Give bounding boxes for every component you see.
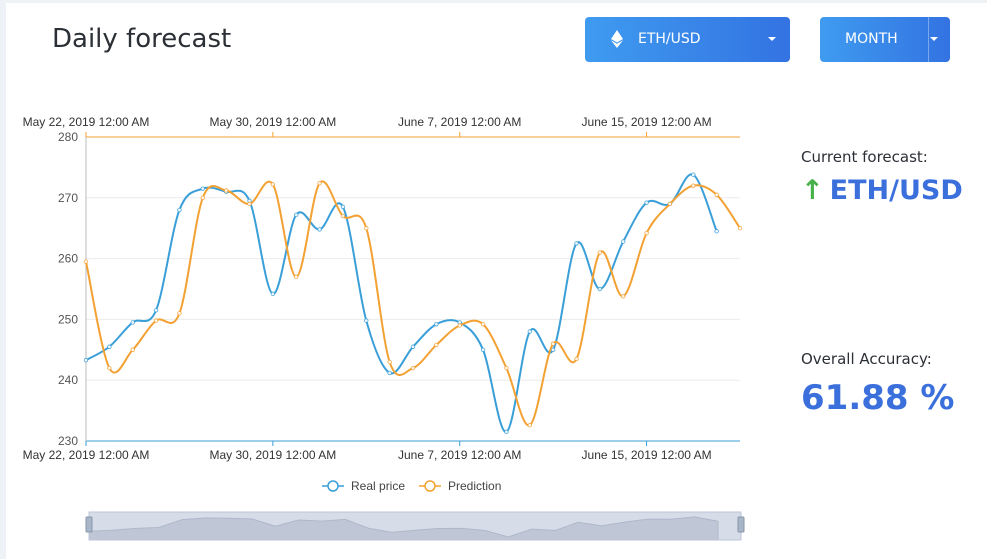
series-line-prediction xyxy=(85,180,741,427)
current-forecast-value: ↑ ETH/USD xyxy=(801,175,963,206)
data-point[interactable] xyxy=(107,365,112,371)
ethereum-icon xyxy=(611,30,623,48)
data-point[interactable] xyxy=(434,342,439,348)
data-point[interactable] xyxy=(504,429,509,435)
pair-dropdown[interactable]: ETH/USD xyxy=(585,17,790,62)
data-point[interactable] xyxy=(410,365,416,371)
series-line-real-price xyxy=(85,173,718,433)
data-point[interactable] xyxy=(317,181,322,186)
y-tick-label: 260 xyxy=(58,252,78,266)
dropdown-divider xyxy=(928,17,929,62)
chevron-down-icon[interactable] xyxy=(930,37,938,41)
data-point[interactable] xyxy=(737,225,743,231)
zoom-slider-handle[interactable] xyxy=(737,516,745,533)
data-point[interactable] xyxy=(177,207,182,213)
data-point[interactable] xyxy=(317,227,322,232)
legend-marker-icon xyxy=(424,480,436,492)
current-forecast-pair: ETH/USD xyxy=(829,175,963,206)
y-tick-label: 240 xyxy=(58,373,78,387)
x-tick-label-bottom: June 7, 2019 12:00 AM xyxy=(398,448,521,462)
y-tick-label: 250 xyxy=(58,312,78,326)
data-point[interactable] xyxy=(410,344,416,349)
data-point[interactable] xyxy=(714,229,719,234)
legend-marker-icon xyxy=(327,480,339,492)
data-point[interactable] xyxy=(667,201,673,207)
data-point[interactable] xyxy=(83,357,89,363)
x-tick-label-top: May 22, 2019 12:00 AM xyxy=(23,115,150,129)
x-tick-label-top: June 15, 2019 12:00 AM xyxy=(582,115,712,129)
data-point[interactable] xyxy=(223,188,229,193)
x-tick-label-top: May 30, 2019 12:00 AM xyxy=(209,115,336,129)
data-point[interactable] xyxy=(597,250,603,255)
data-point[interactable] xyxy=(200,186,205,191)
overall-accuracy-value: 61.88 % xyxy=(801,378,955,418)
data-point[interactable] xyxy=(340,213,346,219)
data-point[interactable] xyxy=(130,320,135,325)
arrow-up-icon: ↑ xyxy=(801,175,824,206)
data-point[interactable] xyxy=(387,359,392,365)
data-point[interactable] xyxy=(177,311,182,316)
x-tick-label-top: June 7, 2019 12:00 AM xyxy=(398,115,521,129)
data-point[interactable] xyxy=(691,172,696,177)
forecast-card xyxy=(6,3,987,559)
zoom-slider-window[interactable] xyxy=(88,511,742,541)
data-point[interactable] xyxy=(480,347,486,352)
data-point[interactable] xyxy=(270,182,276,187)
data-point[interactable] xyxy=(200,195,205,200)
x-tick-label-bottom: May 22, 2019 12:00 AM xyxy=(23,448,150,462)
x-tick-label-bottom: June 15, 2019 12:00 AM xyxy=(582,448,712,462)
data-point[interactable] xyxy=(387,370,392,376)
data-point[interactable] xyxy=(527,422,532,428)
x-tick-label-bottom: May 30, 2019 12:00 AM xyxy=(209,448,336,462)
data-point[interactable] xyxy=(364,318,369,323)
data-point[interactable] xyxy=(434,322,439,327)
data-point[interactable] xyxy=(270,291,276,297)
data-point[interactable] xyxy=(340,204,346,210)
data-point[interactable] xyxy=(153,308,159,313)
data-point[interactable] xyxy=(107,344,112,349)
range-dropdown-label: MONTH xyxy=(845,31,898,47)
y-tick-label: 270 xyxy=(58,191,78,205)
data-point[interactable] xyxy=(130,347,135,352)
pair-dropdown-label: ETH/USD xyxy=(638,31,701,47)
chevron-down-icon[interactable] xyxy=(768,37,776,41)
data-point[interactable] xyxy=(294,274,299,280)
data-point[interactable] xyxy=(480,322,486,327)
data-point[interactable] xyxy=(83,259,89,264)
overall-accuracy-label: Overall Accuracy: xyxy=(801,350,932,368)
page-title: Daily forecast xyxy=(52,24,232,54)
data-point[interactable] xyxy=(574,241,579,246)
data-point[interactable] xyxy=(364,225,369,231)
y-tick-label: 230 xyxy=(58,434,78,448)
data-point[interactable] xyxy=(597,286,603,292)
zoom-slider-handle[interactable] xyxy=(85,516,93,533)
data-point[interactable] xyxy=(621,239,626,244)
data-point[interactable] xyxy=(550,341,556,346)
data-point[interactable] xyxy=(644,230,649,236)
data-point[interactable] xyxy=(457,323,462,328)
data-point[interactable] xyxy=(691,183,696,188)
current-forecast-label: Current forecast: xyxy=(801,148,928,166)
data-point[interactable] xyxy=(621,294,626,299)
data-point[interactable] xyxy=(644,200,649,205)
data-point[interactable] xyxy=(574,356,579,362)
data-point[interactable] xyxy=(504,365,509,371)
data-point[interactable] xyxy=(247,201,252,207)
range-dropdown[interactable]: MONTH xyxy=(820,17,950,62)
data-point[interactable] xyxy=(294,212,299,218)
legend-label[interactable]: Real price xyxy=(351,479,405,493)
legend-label[interactable]: Prediction xyxy=(448,479,501,493)
zoom-slider-preview xyxy=(88,516,719,541)
data-point[interactable] xyxy=(714,192,719,197)
data-point[interactable] xyxy=(153,318,159,323)
data-point[interactable] xyxy=(527,329,532,334)
y-tick-label: 280 xyxy=(58,130,78,144)
